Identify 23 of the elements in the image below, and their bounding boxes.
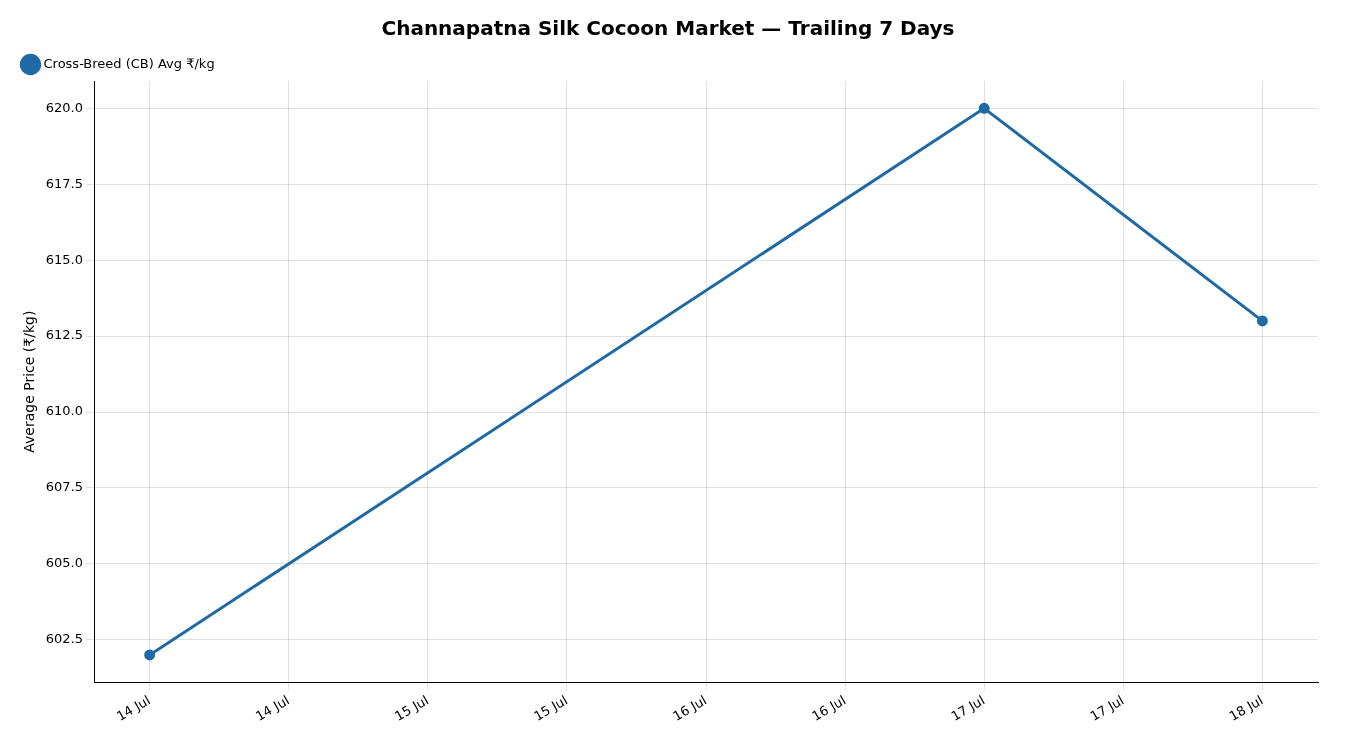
x-tick-label: 16 Jul xyxy=(670,692,710,724)
y-tick-label: 607.5 xyxy=(45,479,84,495)
point xyxy=(144,649,156,661)
y-tick-label: 610.0 xyxy=(45,403,84,419)
y-tick-label: 602.5 xyxy=(45,631,84,647)
y-tick-label: 605.0 xyxy=(45,555,84,571)
y-tick-label: 620.0 xyxy=(45,99,84,115)
x-tick-label: 18 Jul xyxy=(1226,692,1266,724)
x-tick-label: 17 Jul xyxy=(948,692,988,724)
x-tick-label: 17 Jul xyxy=(1087,692,1127,724)
point xyxy=(1256,315,1268,327)
y-tick-label: 617.5 xyxy=(45,175,84,191)
y-tick-label: 612.5 xyxy=(45,327,84,343)
chart-title: Channapatna Silk Cocoon Market — Trailing 7 Days xyxy=(381,16,955,41)
x-tick-label: 15 Jul xyxy=(392,692,432,724)
point xyxy=(978,102,990,114)
x-tick-label: 15 Jul xyxy=(531,692,571,724)
x-tick-label: 14 Jul xyxy=(252,692,292,724)
y-tick-label: 615.0 xyxy=(45,251,84,267)
x-tick-label: 16 Jul xyxy=(809,692,849,724)
legend-label: Cross-Breed (CB) Avg ₹/kg xyxy=(43,55,215,71)
y-axis-title: Average Price (₹/kg) xyxy=(21,310,38,453)
x-tick-label: 14 Jul xyxy=(113,692,153,724)
